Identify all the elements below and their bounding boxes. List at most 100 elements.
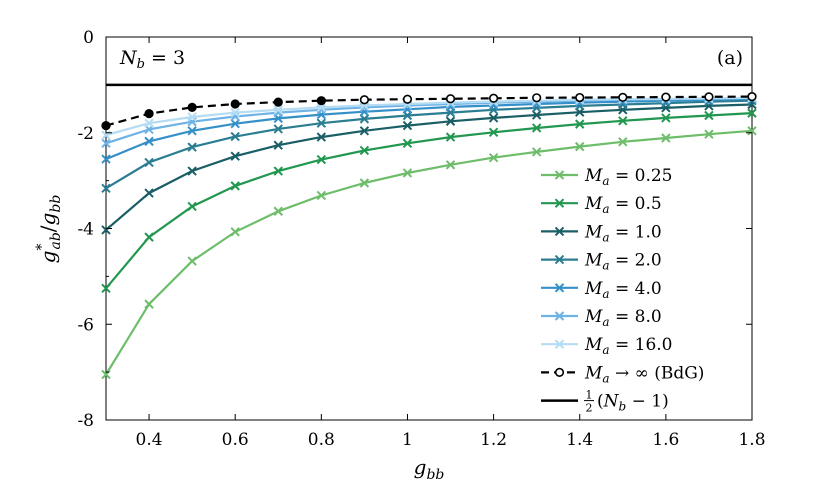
x-tick-label: 1.8	[738, 430, 765, 450]
data-point	[101, 183, 111, 193]
legend-label: Ma = 8.0	[584, 307, 662, 329]
ticks-layer: 0.4 0.6 0.8 1 1.2 1.4 1.6 1.8 -8 -6 -4 -2 0	[77, 28, 765, 450]
series-line	[105, 129, 753, 376]
data-point	[187, 142, 197, 152]
legend-fraction-denominator: 2	[586, 402, 593, 415]
x-axis-title: gbb	[414, 455, 445, 483]
data-point	[445, 160, 456, 170]
data-point	[273, 105, 283, 115]
legend-entry-8: (Nb − 1) 12	[541, 389, 669, 415]
data-point	[187, 126, 197, 136]
legend: Ma = 0.25 Ma = 0.5 Ma = 1.0 Ma = 2.0 Ma = 4.…	[541, 166, 704, 415]
x-tick-label: 1.4	[566, 430, 593, 450]
data-point	[273, 140, 283, 150]
data-point	[316, 132, 327, 142]
data-point	[704, 129, 714, 139]
data-point	[230, 99, 240, 109]
legend-fraction-numerator: 1	[586, 389, 593, 402]
y-tick-label: -2	[77, 124, 94, 144]
data-point	[144, 157, 154, 168]
legend-label: (Nb − 1)	[597, 392, 669, 414]
data-point	[144, 136, 154, 147]
legend-swatch-marker	[554, 170, 565, 180]
data-point	[488, 113, 499, 123]
y-tick-label: -6	[77, 315, 94, 335]
data-point	[273, 206, 283, 216]
data-point	[704, 110, 714, 121]
data-point	[316, 96, 326, 106]
legend-entry-6: Ma = 16.0	[541, 335, 672, 357]
legend-entry-5: Ma = 8.0	[541, 307, 662, 329]
data-point	[144, 118, 154, 128]
legend-swatch-marker	[554, 283, 565, 293]
data-point	[316, 102, 327, 113]
x-tick-label: 0.8	[308, 430, 335, 450]
data-point	[661, 133, 671, 143]
data-point	[661, 113, 671, 123]
data-point	[402, 168, 413, 178]
data-point	[101, 225, 111, 235]
series-0	[101, 126, 757, 380]
legend-swatch-marker	[554, 339, 565, 349]
data-point	[575, 141, 585, 152]
legend-entry-1: Ma = 0.5	[541, 194, 662, 216]
data-point	[273, 97, 283, 107]
legend-label: Ma = 2.0	[584, 251, 662, 273]
y-tick-label: -8	[77, 411, 94, 431]
data-point	[618, 92, 628, 102]
data-point	[575, 92, 585, 103]
series-line	[105, 96, 753, 137]
legend-entry-3: Ma = 2.0	[541, 251, 662, 273]
data-point	[187, 256, 197, 266]
data-point	[316, 118, 327, 128]
legend-label: Ma = 0.25	[584, 166, 672, 188]
data-point	[531, 123, 542, 133]
data-point	[747, 92, 757, 102]
data-point	[532, 93, 542, 103]
data-point	[316, 190, 327, 201]
data-point	[359, 145, 370, 156]
series-6	[101, 93, 757, 140]
data-point	[230, 131, 240, 142]
data-point	[316, 154, 327, 165]
data-point	[359, 126, 370, 136]
legend-swatch-marker	[554, 311, 565, 321]
legend-entry-2: Ma = 1.0	[541, 222, 662, 244]
x-tick-label: 0.6	[222, 430, 249, 450]
data-point	[747, 126, 757, 136]
data-point	[359, 95, 370, 105]
data-point	[101, 154, 111, 164]
data-point	[230, 118, 240, 129]
legend-swatch-marker	[554, 254, 565, 265]
data-point	[661, 92, 671, 102]
y-axis-title: g*ab/gbb	[34, 195, 64, 264]
legend-label: Ma = 16.0	[584, 335, 672, 357]
x-tick-label: 1.2	[480, 430, 507, 450]
series-4	[101, 94, 757, 164]
data-point	[575, 119, 585, 129]
data-point	[101, 283, 111, 294]
series-line	[105, 103, 753, 231]
data-point	[144, 299, 154, 309]
series-line	[105, 97, 753, 161]
data-point	[187, 201, 197, 212]
legend-swatch-marker	[554, 226, 565, 237]
data-point	[101, 120, 111, 131]
legend-entry-0: Ma = 0.25	[541, 166, 672, 188]
x-tick-label: 1.6	[652, 430, 679, 450]
x-tick-label: 0.4	[136, 430, 163, 450]
data-point	[230, 151, 240, 161]
series-line	[105, 99, 753, 190]
data-point	[531, 147, 542, 157]
series-line	[105, 112, 753, 290]
data-point	[144, 188, 154, 198]
data-point	[273, 166, 283, 176]
data-point	[359, 178, 370, 188]
data-point	[230, 227, 240, 237]
series-line	[105, 95, 753, 127]
data-point	[273, 124, 283, 134]
data-point	[445, 116, 456, 126]
legend-swatch-marker	[554, 198, 565, 208]
data-point	[187, 166, 197, 176]
